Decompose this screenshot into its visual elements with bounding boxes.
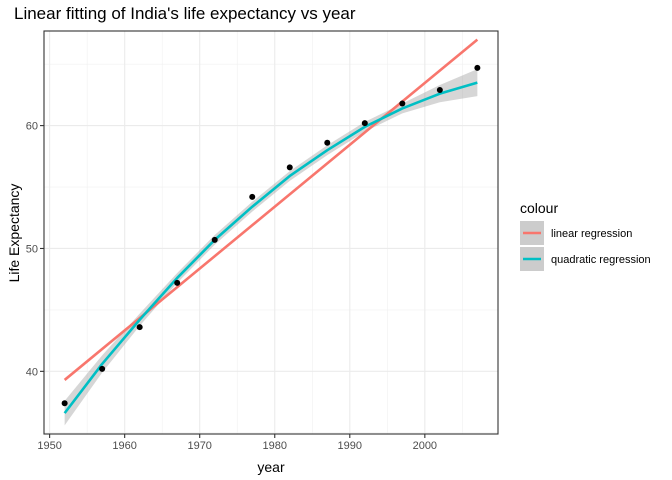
- data-point: [249, 193, 256, 200]
- grid-lines: [44, 31, 498, 434]
- chart-title: Linear fitting of India's life expectanc…: [14, 4, 356, 23]
- legend: colour linear regression quadratic regres…: [520, 200, 651, 271]
- y-axis-ticks: 40 50 60: [26, 121, 44, 378]
- x-tick-label: 1990: [338, 440, 362, 452]
- data-point: [211, 236, 218, 243]
- plot-panel: [44, 31, 498, 434]
- data-point: [136, 324, 143, 331]
- data-point: [99, 365, 106, 372]
- data-point: [61, 400, 68, 407]
- legend-item-label: quadratic regression: [551, 254, 651, 266]
- y-axis-title: Life Expectancy: [6, 184, 22, 283]
- data-points: [61, 64, 481, 407]
- panel-border: [43, 30, 499, 435]
- panel-background: [44, 31, 498, 434]
- quadratic-regression-line: [63, 81, 478, 414]
- data-point: [436, 86, 443, 93]
- x-tick-label: 2000: [413, 440, 437, 452]
- panel-outline: [43, 30, 499, 435]
- data-point: [361, 120, 368, 127]
- legend-item-label: linear regression: [551, 228, 632, 240]
- x-tick-label: 1980: [263, 440, 287, 452]
- y-tick-label: 40: [26, 366, 38, 378]
- data-point: [324, 139, 331, 146]
- x-tick-label: 1950: [37, 440, 61, 452]
- legend-title: colour: [520, 200, 558, 216]
- x-axis-title: year: [257, 459, 285, 475]
- data-point: [399, 100, 406, 107]
- data-point: [174, 279, 181, 286]
- linear-regression-line: [63, 38, 479, 381]
- x-tick-label: 1960: [112, 440, 136, 452]
- y-tick-label: 50: [26, 243, 38, 255]
- x-axis-ticks: 1950 1960 1970 1980 1990 2000: [37, 434, 437, 452]
- data-point: [286, 164, 293, 171]
- series-lines: [63, 38, 479, 414]
- x-tick-label: 1970: [187, 440, 211, 452]
- data-point: [474, 64, 481, 71]
- y-tick-label: 60: [26, 121, 38, 133]
